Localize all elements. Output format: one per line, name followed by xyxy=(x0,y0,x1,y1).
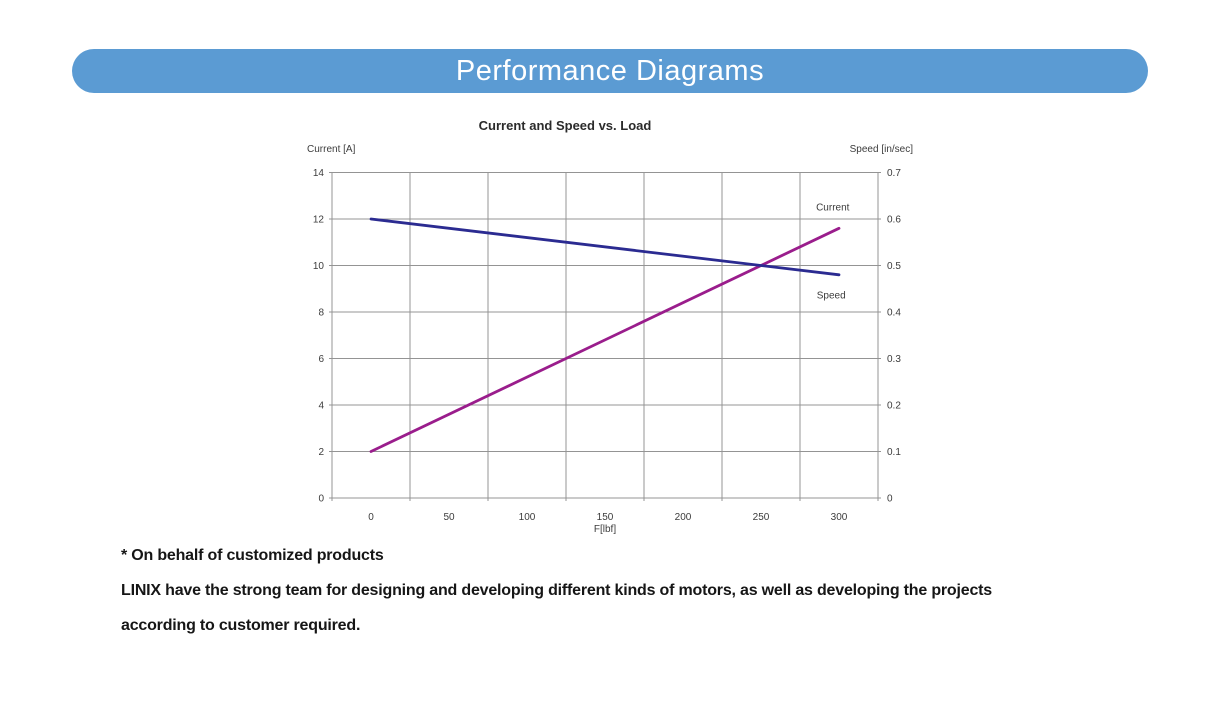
y-right-tick-label: 0.4 xyxy=(887,308,901,319)
y-right-axis-label: Speed [in/sec] xyxy=(850,144,914,155)
y-right-tick-label: 0.1 xyxy=(887,447,901,458)
y-left-tick-label: 8 xyxy=(318,308,324,319)
y-right-tick-label: 0.6 xyxy=(887,215,901,226)
x-tick-label: 150 xyxy=(597,512,614,523)
x-axis-label: F[lbf] xyxy=(594,524,616,535)
plot-border xyxy=(331,172,879,499)
x-tick-label: 0 xyxy=(368,512,374,523)
x-tick-label: 200 xyxy=(675,512,692,523)
y-left-tick-label: 0 xyxy=(318,494,324,505)
performance-chart: 0 0 2 0.1 4 0.2 6 0.3 8 0.4 10 0.5 12 0.6 14 0.7 0 50 100 1… xyxy=(290,112,930,542)
y-right-tick-label: 0.3 xyxy=(887,354,901,365)
series-label-current: Current xyxy=(816,202,850,213)
footnote: * On behalf of customized products LINIX… xyxy=(121,538,1131,643)
footnote-line-1: * On behalf of customized products xyxy=(121,547,384,564)
y-right-tick-label: 0 xyxy=(887,494,893,505)
y-left-tick-label: 4 xyxy=(318,401,324,412)
x-tick-label: 300 xyxy=(831,512,848,523)
series-label-speed: Speed xyxy=(817,291,846,302)
chart-canvas: 0 0 2 0.1 4 0.2 6 0.3 8 0.4 10 0.5 12 0.6 14 0.7 0 50 100 1… xyxy=(307,118,914,535)
y-left-tick-label: 2 xyxy=(318,447,324,458)
y-left-tick-label: 6 xyxy=(318,354,324,365)
y-left-tick-label: 12 xyxy=(313,215,325,226)
y-right-tick-label: 0.7 xyxy=(887,168,901,179)
series-line-speed xyxy=(369,217,841,277)
y-left-tick-label: 10 xyxy=(313,261,325,272)
series-line-current xyxy=(369,226,841,453)
y-left-axis-label: Current [A] xyxy=(307,144,356,155)
page-banner: Performance Diagrams xyxy=(72,49,1148,93)
footnote-line-3: according to customer required. xyxy=(121,617,361,634)
y-left-tick-label: 14 xyxy=(313,168,325,179)
x-tick-label: 50 xyxy=(443,512,455,523)
page-title: Performance Diagrams xyxy=(455,54,765,87)
footnote-line-2: LINIX have the strong team for designing… xyxy=(121,582,992,599)
chart-title: Current and Speed vs. Load xyxy=(479,118,652,133)
x-tick-label: 250 xyxy=(753,512,770,523)
x-tick-label: 100 xyxy=(519,512,536,523)
y-right-tick-label: 0.5 xyxy=(887,261,901,272)
y-right-tick-label: 0.2 xyxy=(887,401,901,412)
